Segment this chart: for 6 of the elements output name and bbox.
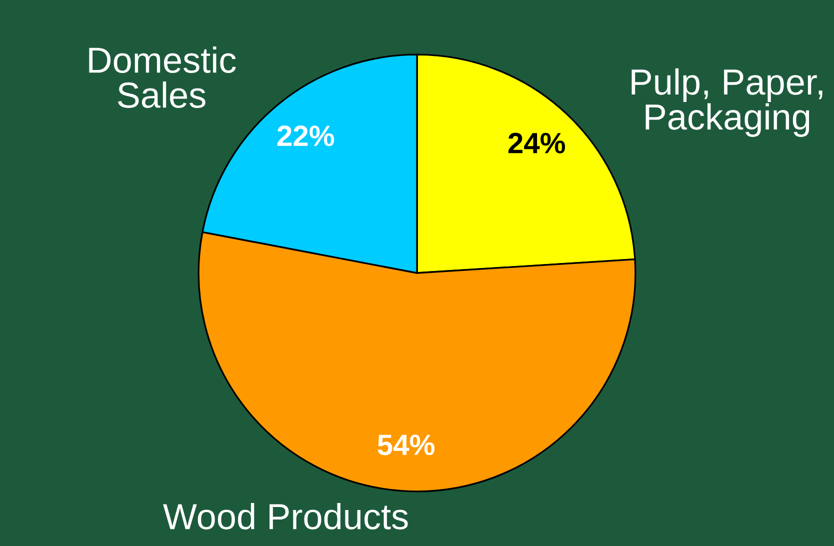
slice-label: Wood Products xyxy=(163,502,408,530)
data-label: 22% xyxy=(277,126,334,146)
data-label: 24% xyxy=(508,132,566,154)
slice-label: Domestic Sales xyxy=(89,46,236,108)
slice-label: Pulp, Paper, Packaging xyxy=(632,68,822,137)
data-label: 54% xyxy=(378,434,434,456)
